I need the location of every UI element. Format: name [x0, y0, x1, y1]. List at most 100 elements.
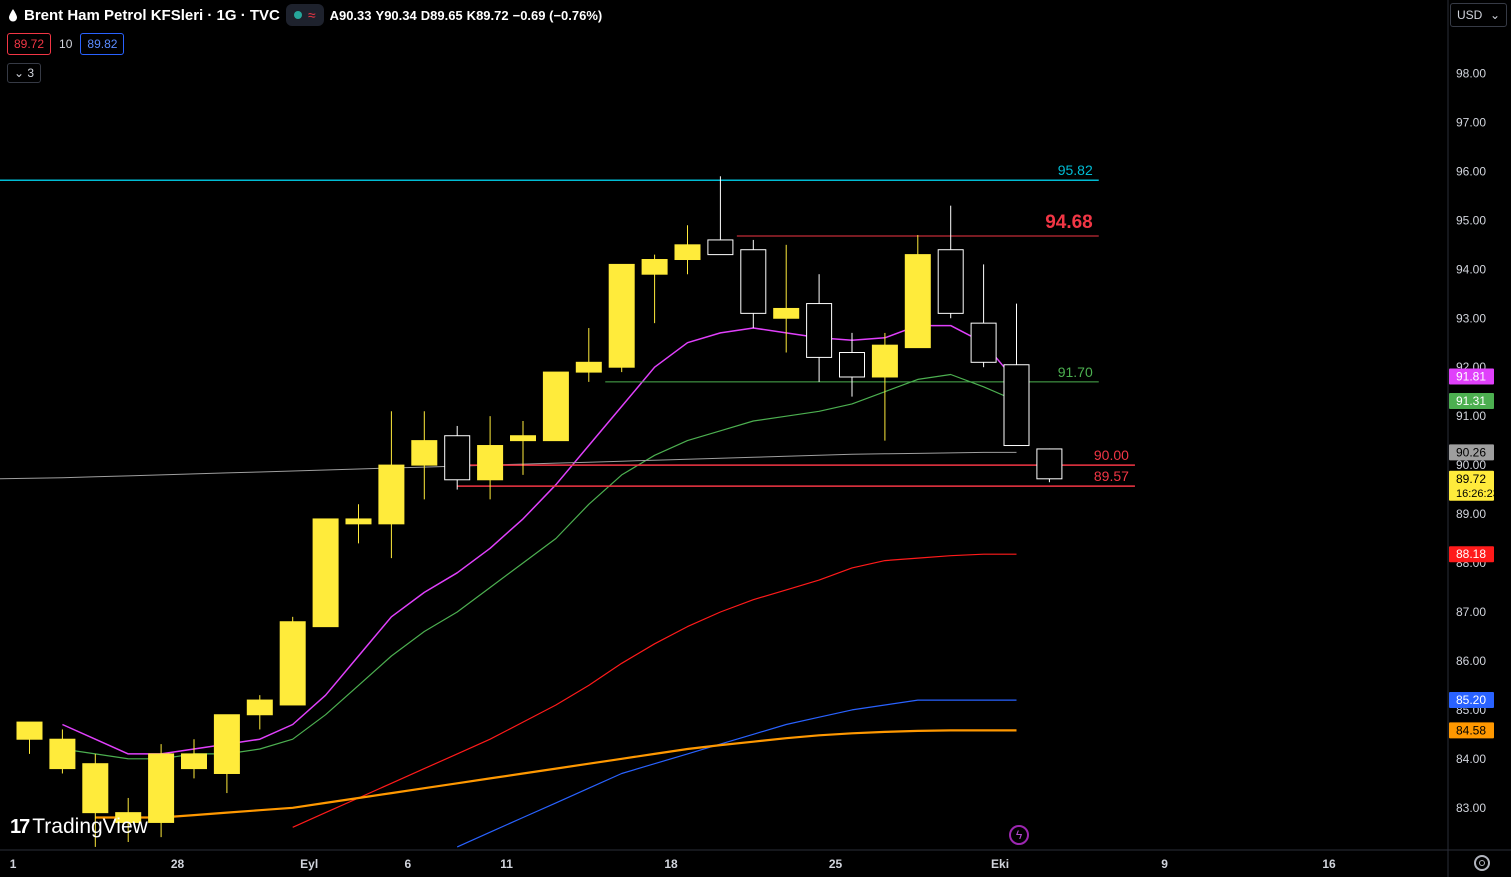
moving-average-line: [62, 324, 1018, 755]
level-label: 90.00: [1094, 447, 1129, 463]
candle-body: [246, 699, 273, 716]
price-badge: [1449, 470, 1494, 501]
price-badge: [1449, 692, 1494, 709]
time-tick-label: 6: [405, 857, 412, 871]
indicators-toggle[interactable]: ⌄ 3: [7, 63, 42, 83]
candle-body: [312, 518, 339, 628]
price-badge: [1449, 722, 1494, 739]
candle: [345, 504, 372, 544]
price-tick-label: 91.00: [1456, 409, 1486, 423]
price-tick-label: 84.00: [1456, 752, 1486, 766]
candle-body: [806, 303, 833, 358]
price-badge-countdown: 16:26:23: [1456, 488, 1499, 500]
candle: [246, 695, 273, 730]
candle-body: [345, 518, 372, 525]
brand-name: TradingView: [32, 815, 148, 838]
price-badge-value: 89.72: [1456, 472, 1486, 486]
candle-body: [707, 239, 734, 256]
settings-gear-icon[interactable]: [1474, 855, 1490, 871]
candle: [378, 411, 405, 559]
candle: [1036, 448, 1063, 483]
candlesticks: [16, 176, 1063, 847]
candle-body: [904, 254, 931, 349]
time-tick-label: 9: [1161, 857, 1168, 871]
price-badge-value: 91.31: [1456, 394, 1486, 408]
time-tick-label: Eki: [991, 857, 1009, 871]
candle-body: [839, 352, 865, 378]
order-panel: 89.72 10 89.82: [7, 33, 125, 55]
currency-select[interactable]: USD ⌄: [1450, 3, 1507, 27]
time-tick-label: 1: [10, 857, 17, 871]
moving-average-line: [456, 699, 1017, 848]
time-tick-label: 16: [1322, 857, 1336, 871]
candle: [674, 225, 701, 275]
symbol-title[interactable]: Brent Ham Petrol KFSleri · 1G · TVC: [24, 6, 280, 24]
candle-body: [773, 307, 800, 319]
candle-body: [510, 435, 536, 442]
price-tick-label: 96.00: [1456, 164, 1486, 178]
candle-body: [115, 812, 142, 823]
candle: [213, 714, 240, 794]
chart-header: Brent Ham Petrol KFSleri · 1G · TVC ≈ A9…: [8, 4, 602, 26]
candle-body: [82, 763, 109, 814]
candle: [773, 244, 800, 353]
time-tick-label: 11: [500, 857, 513, 871]
candle: [806, 274, 833, 382]
candle-body: [740, 249, 767, 314]
candle: [148, 744, 175, 838]
candle-body: [444, 435, 471, 481]
candle: [477, 416, 504, 500]
candle-body: [542, 371, 569, 442]
market-status-pill[interactable]: ≈: [285, 4, 324, 26]
tradingview-logo[interactable]: 17 TradingView: [10, 815, 148, 839]
candle-body: [213, 714, 240, 774]
low-label: D: [420, 7, 431, 23]
price-badge: [1449, 392, 1494, 409]
candle-body: [970, 322, 997, 363]
candle-body: [378, 464, 405, 525]
horizontal-levels[interactable]: 95.82 94.68 91.70 90.00 89.57: [0, 162, 1135, 487]
sell-button[interactable]: 89.72: [7, 33, 52, 55]
chevron-down-icon: ⌄: [1489, 8, 1500, 22]
level-label: 89.57: [1094, 468, 1129, 484]
candle: [937, 205, 964, 319]
close-label: K: [466, 7, 477, 23]
candle-body: [608, 263, 635, 368]
price-tick-label: 94.00: [1456, 262, 1486, 276]
candle-body: [477, 445, 504, 481]
price-badge: [1449, 444, 1494, 461]
price-badge-value: 90.26: [1456, 445, 1486, 459]
price-axis-badges: 91.81 91.31 90.26 89.72 16:26:23 88.18 85.20 84…: [1449, 368, 1499, 739]
price-badge-value: 91.81: [1456, 370, 1486, 384]
low-value: 89.65: [430, 7, 463, 23]
candle-body: [937, 249, 964, 314]
candle: [641, 254, 668, 324]
candle: [839, 332, 865, 397]
price-tick-label: 93.00: [1456, 311, 1486, 325]
time-tick-label: Eyl: [300, 857, 318, 871]
price-tick-label: 90.00: [1456, 458, 1486, 472]
candle-body: [279, 621, 306, 706]
level-label: 94.68: [1045, 212, 1093, 233]
price-badge-value: 85.20: [1456, 693, 1486, 707]
price-tick-label: 95.00: [1456, 213, 1486, 227]
price-tick-label: 83.00: [1456, 801, 1486, 815]
lightning-icon[interactable]: ϟ: [1009, 825, 1029, 845]
candle: [871, 332, 898, 441]
candle: [16, 721, 43, 754]
price-tick-label: 87.00: [1456, 605, 1486, 619]
candle-body: [16, 721, 43, 740]
candle: [411, 411, 438, 500]
candle-body: [674, 244, 701, 261]
candle: [444, 425, 471, 490]
price-tick-label: 98.00: [1456, 67, 1486, 81]
candle: [904, 235, 931, 349]
candle: [82, 753, 109, 847]
buy-button[interactable]: 89.82: [80, 33, 125, 55]
candle: [1003, 303, 1030, 447]
candle-body: [1003, 364, 1030, 447]
price-badge: [1449, 546, 1494, 563]
ohlc-values: A90.33 Y90.34 D89.65 K89.72 −0.69 (−0.76…: [330, 8, 603, 23]
